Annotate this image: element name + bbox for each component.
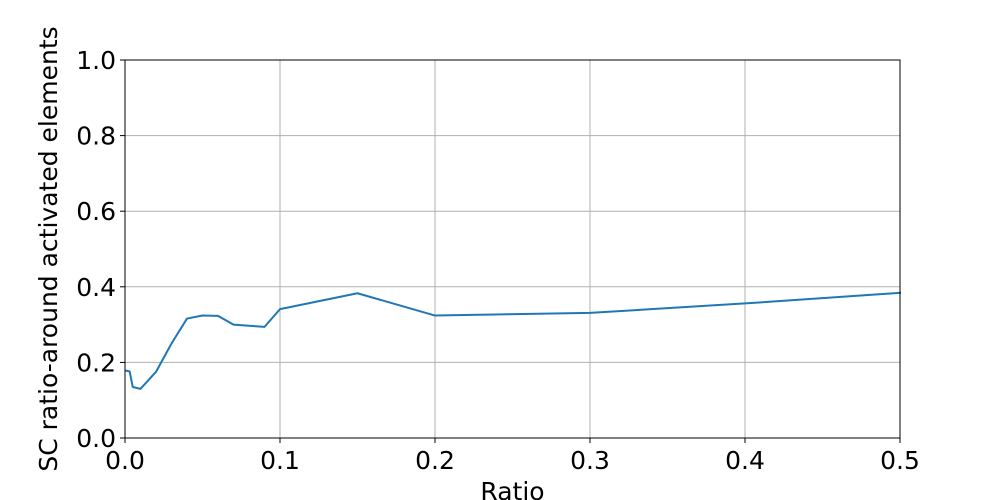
grid-lines (124, 59, 901, 439)
x-tick-label: 0.5 (880, 446, 920, 475)
series-layer (125, 291, 902, 390)
x-tick-label: 0.1 (260, 446, 300, 475)
x-tick-label: 0.0 (105, 446, 145, 475)
x-tick-label: 0.3 (570, 446, 610, 475)
y-tick-label: 0.4 (76, 273, 116, 302)
x-axis-label: Ratio (480, 477, 544, 500)
x-tick-label: 0.2 (415, 446, 455, 475)
series-line (125, 291, 902, 390)
plot-frame (124, 59, 901, 439)
axis-ticks: 0.0 0.1 0.2 0.3 0.4 0.5 0.0 0.2 0.4 0.6 0.8 1.0 (76, 46, 920, 475)
y-axis-label: SC ratio-around activated elements (34, 26, 63, 471)
y-tick-label: 0.2 (76, 348, 116, 377)
x-tick-label: 0.4 (725, 446, 765, 475)
y-tick-label: 0.6 (76, 197, 116, 226)
y-tick-label: 0.0 (76, 424, 116, 453)
y-tick-label: 1.0 (76, 46, 116, 75)
y-tick-label: 0.8 (76, 122, 116, 151)
